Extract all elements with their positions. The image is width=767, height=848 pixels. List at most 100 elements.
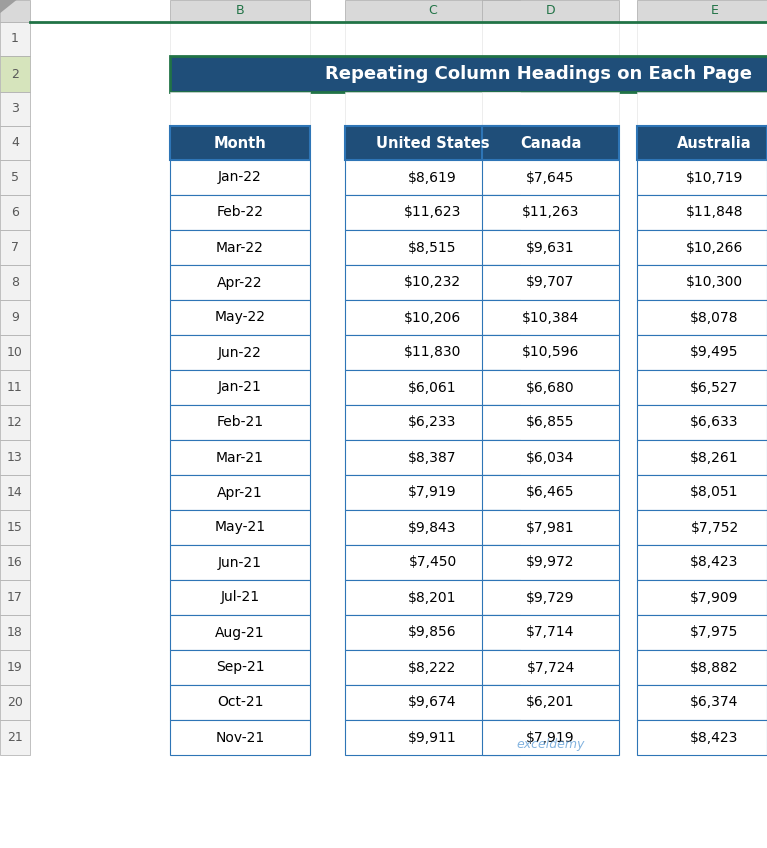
Bar — [637, 160, 767, 195]
Text: United States: United States — [376, 136, 489, 150]
Bar — [345, 160, 520, 195]
Text: 15: 15 — [7, 521, 23, 534]
Bar — [637, 650, 767, 685]
Text: $7,919: $7,919 — [526, 730, 574, 745]
Text: $7,981: $7,981 — [526, 521, 574, 534]
Text: $9,674: $9,674 — [408, 695, 457, 710]
Text: Canada: Canada — [520, 136, 581, 150]
Text: 8: 8 — [11, 276, 19, 289]
Bar — [0, 195, 30, 230]
Bar — [637, 265, 767, 300]
Text: Apr-21: Apr-21 — [217, 486, 263, 499]
Bar — [482, 475, 619, 510]
Bar — [0, 300, 30, 335]
Bar — [345, 92, 520, 126]
Text: $9,911: $9,911 — [408, 730, 457, 745]
Bar — [345, 126, 520, 160]
Text: $6,233: $6,233 — [408, 416, 456, 429]
Text: $6,201: $6,201 — [526, 695, 574, 710]
Bar — [0, 370, 30, 405]
Polygon shape — [0, 0, 17, 14]
Bar — [0, 335, 30, 370]
Bar — [170, 370, 310, 405]
Text: $8,882: $8,882 — [690, 661, 739, 674]
Bar — [170, 0, 310, 22]
Bar — [482, 720, 619, 755]
Text: Nov-21: Nov-21 — [216, 730, 265, 745]
Text: 14: 14 — [7, 486, 23, 499]
Bar — [482, 685, 619, 720]
Bar — [482, 405, 619, 440]
Text: C: C — [428, 4, 437, 18]
Bar — [170, 265, 310, 300]
Bar — [637, 230, 767, 265]
Bar — [170, 545, 310, 580]
Bar — [482, 545, 619, 580]
Text: $10,266: $10,266 — [686, 241, 743, 254]
Text: Jun-21: Jun-21 — [218, 555, 262, 570]
Bar — [170, 335, 310, 370]
Text: $7,752: $7,752 — [690, 521, 739, 534]
Bar — [637, 195, 767, 230]
Text: $8,051: $8,051 — [690, 486, 739, 499]
Bar — [170, 92, 310, 126]
Bar — [0, 56, 30, 92]
Bar — [637, 510, 767, 545]
Bar — [482, 370, 619, 405]
Text: Sep-21: Sep-21 — [216, 661, 265, 674]
Text: Repeating Column Headings on Each Page: Repeating Column Headings on Each Page — [325, 65, 752, 83]
Text: 12: 12 — [7, 416, 23, 429]
Bar — [637, 685, 767, 720]
Bar — [0, 92, 30, 126]
Bar — [0, 545, 30, 580]
Text: $8,078: $8,078 — [690, 310, 739, 325]
Bar — [482, 580, 619, 615]
Text: $8,619: $8,619 — [408, 170, 457, 185]
Text: $10,300: $10,300 — [686, 276, 743, 289]
Bar — [482, 440, 619, 475]
Text: $7,909: $7,909 — [690, 590, 739, 605]
Text: Mar-22: Mar-22 — [216, 241, 264, 254]
Text: 1: 1 — [11, 32, 19, 46]
Bar — [637, 92, 767, 126]
Text: $9,972: $9,972 — [526, 555, 574, 570]
Bar — [482, 615, 619, 650]
Text: 13: 13 — [7, 451, 23, 464]
Text: 6: 6 — [11, 206, 19, 219]
Text: E: E — [710, 4, 719, 18]
Text: 16: 16 — [7, 556, 23, 569]
Text: 3: 3 — [11, 103, 19, 115]
Text: $11,830: $11,830 — [403, 345, 461, 360]
Bar — [637, 440, 767, 475]
Bar — [0, 160, 30, 195]
Text: Aug-21: Aug-21 — [216, 626, 265, 639]
Text: $11,263: $11,263 — [522, 205, 579, 220]
Bar — [170, 405, 310, 440]
Bar — [482, 126, 619, 160]
Bar — [637, 126, 767, 160]
Text: $10,384: $10,384 — [522, 310, 579, 325]
Bar — [482, 230, 619, 265]
Bar — [345, 22, 520, 56]
Bar — [170, 195, 310, 230]
Bar — [482, 92, 619, 126]
Bar — [170, 126, 310, 160]
Bar — [0, 685, 30, 720]
Bar — [0, 510, 30, 545]
Text: Month: Month — [214, 136, 266, 150]
Bar — [637, 22, 767, 56]
Bar — [170, 22, 310, 56]
Text: B: B — [235, 4, 245, 18]
Text: 19: 19 — [7, 661, 23, 674]
Text: 4: 4 — [11, 137, 19, 149]
Text: $10,232: $10,232 — [404, 276, 461, 289]
Text: $11,848: $11,848 — [686, 205, 743, 220]
Bar — [170, 56, 767, 92]
Text: $11,623: $11,623 — [403, 205, 461, 220]
Text: $9,707: $9,707 — [526, 276, 574, 289]
Bar — [345, 300, 520, 335]
Text: $7,975: $7,975 — [690, 626, 739, 639]
Bar — [637, 545, 767, 580]
Text: 7: 7 — [11, 241, 19, 254]
Text: 18: 18 — [7, 626, 23, 639]
